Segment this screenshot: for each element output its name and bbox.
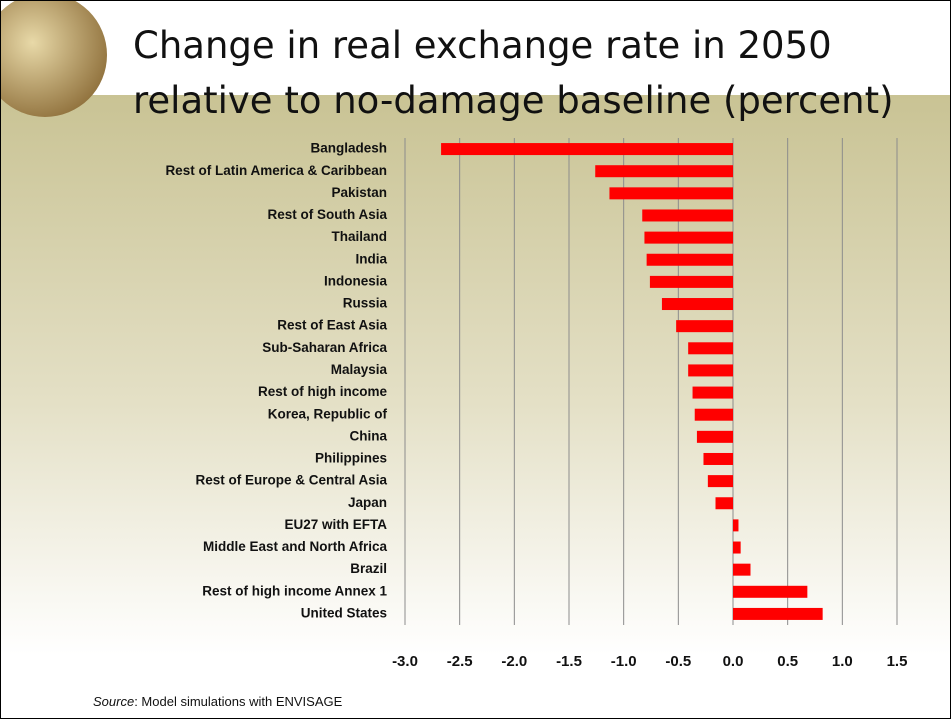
y-tick-label: Japan — [348, 495, 387, 510]
source-text: : Model simulations with ENVISAGE — [134, 694, 342, 709]
bar — [642, 209, 733, 221]
x-tick-label: -1.5 — [556, 653, 582, 670]
bar — [609, 187, 733, 199]
background-band — [0, 95, 951, 655]
y-tick-label: Rest of Europe & Central Asia — [195, 473, 387, 488]
source-label: Source — [93, 694, 134, 709]
y-tick-label: Rest of Latin America & Caribbean — [165, 163, 387, 178]
chart-title: Change in real exchange rate in 2050 rel… — [133, 18, 913, 128]
y-tick-label: Russia — [343, 296, 388, 311]
bar — [708, 475, 733, 487]
bar — [695, 409, 733, 421]
y-tick-label: Thailand — [331, 229, 387, 244]
x-tick-label: 1.5 — [887, 653, 908, 670]
bar — [662, 298, 733, 310]
y-tick-label: Middle East and North Africa — [203, 539, 388, 554]
x-tick-label: 0.5 — [777, 653, 798, 670]
x-tick-label: -2.5 — [447, 653, 473, 670]
y-tick-label: China — [349, 428, 387, 443]
slide: Source: Model simulations with ENVISAGE … — [0, 0, 951, 719]
y-tick-label: Korea, Republic of — [268, 406, 388, 421]
x-tick-label: -0.5 — [665, 653, 691, 670]
bar — [693, 387, 733, 399]
y-tick-label: Rest of high income — [258, 384, 388, 399]
bar — [733, 586, 807, 598]
source-note: Source: Model simulations with ENVISAGE — [93, 694, 343, 709]
bar — [650, 276, 733, 288]
x-tick-label: -1.0 — [611, 653, 637, 670]
x-tick-label: 0.0 — [723, 653, 744, 670]
bar — [647, 254, 733, 266]
bar — [676, 320, 733, 332]
y-tick-label: Philippines — [315, 451, 387, 466]
y-tick-label: Rest of South Asia — [267, 207, 387, 222]
y-tick-label: Rest of high income Annex 1 — [202, 583, 387, 598]
bar — [733, 564, 750, 576]
y-tick-label: Brazil — [350, 561, 387, 576]
bar — [733, 519, 738, 531]
bar — [716, 497, 733, 509]
y-tick-label: Pakistan — [331, 185, 387, 200]
y-tick-label: Bangladesh — [310, 141, 387, 156]
bar — [644, 232, 733, 244]
bar — [688, 342, 733, 354]
bar — [697, 431, 733, 443]
bar — [733, 542, 741, 554]
y-tick-label: Sub-Saharan Africa — [262, 340, 387, 355]
y-tick-label: United States — [301, 605, 387, 620]
bar — [688, 364, 733, 376]
x-tick-label: -2.0 — [501, 653, 527, 670]
y-tick-label: Indonesia — [324, 273, 388, 288]
bar — [441, 143, 733, 155]
y-tick-label: EU27 with EFTA — [284, 517, 387, 532]
y-tick-label: Rest of East Asia — [277, 318, 387, 333]
x-tick-label: 1.0 — [832, 653, 853, 670]
y-tick-label: India — [355, 251, 387, 266]
x-tick-label: -3.0 — [392, 653, 418, 670]
bar — [703, 453, 733, 465]
bar — [733, 608, 823, 620]
bar — [595, 165, 733, 177]
y-tick-label: Malaysia — [331, 362, 388, 377]
